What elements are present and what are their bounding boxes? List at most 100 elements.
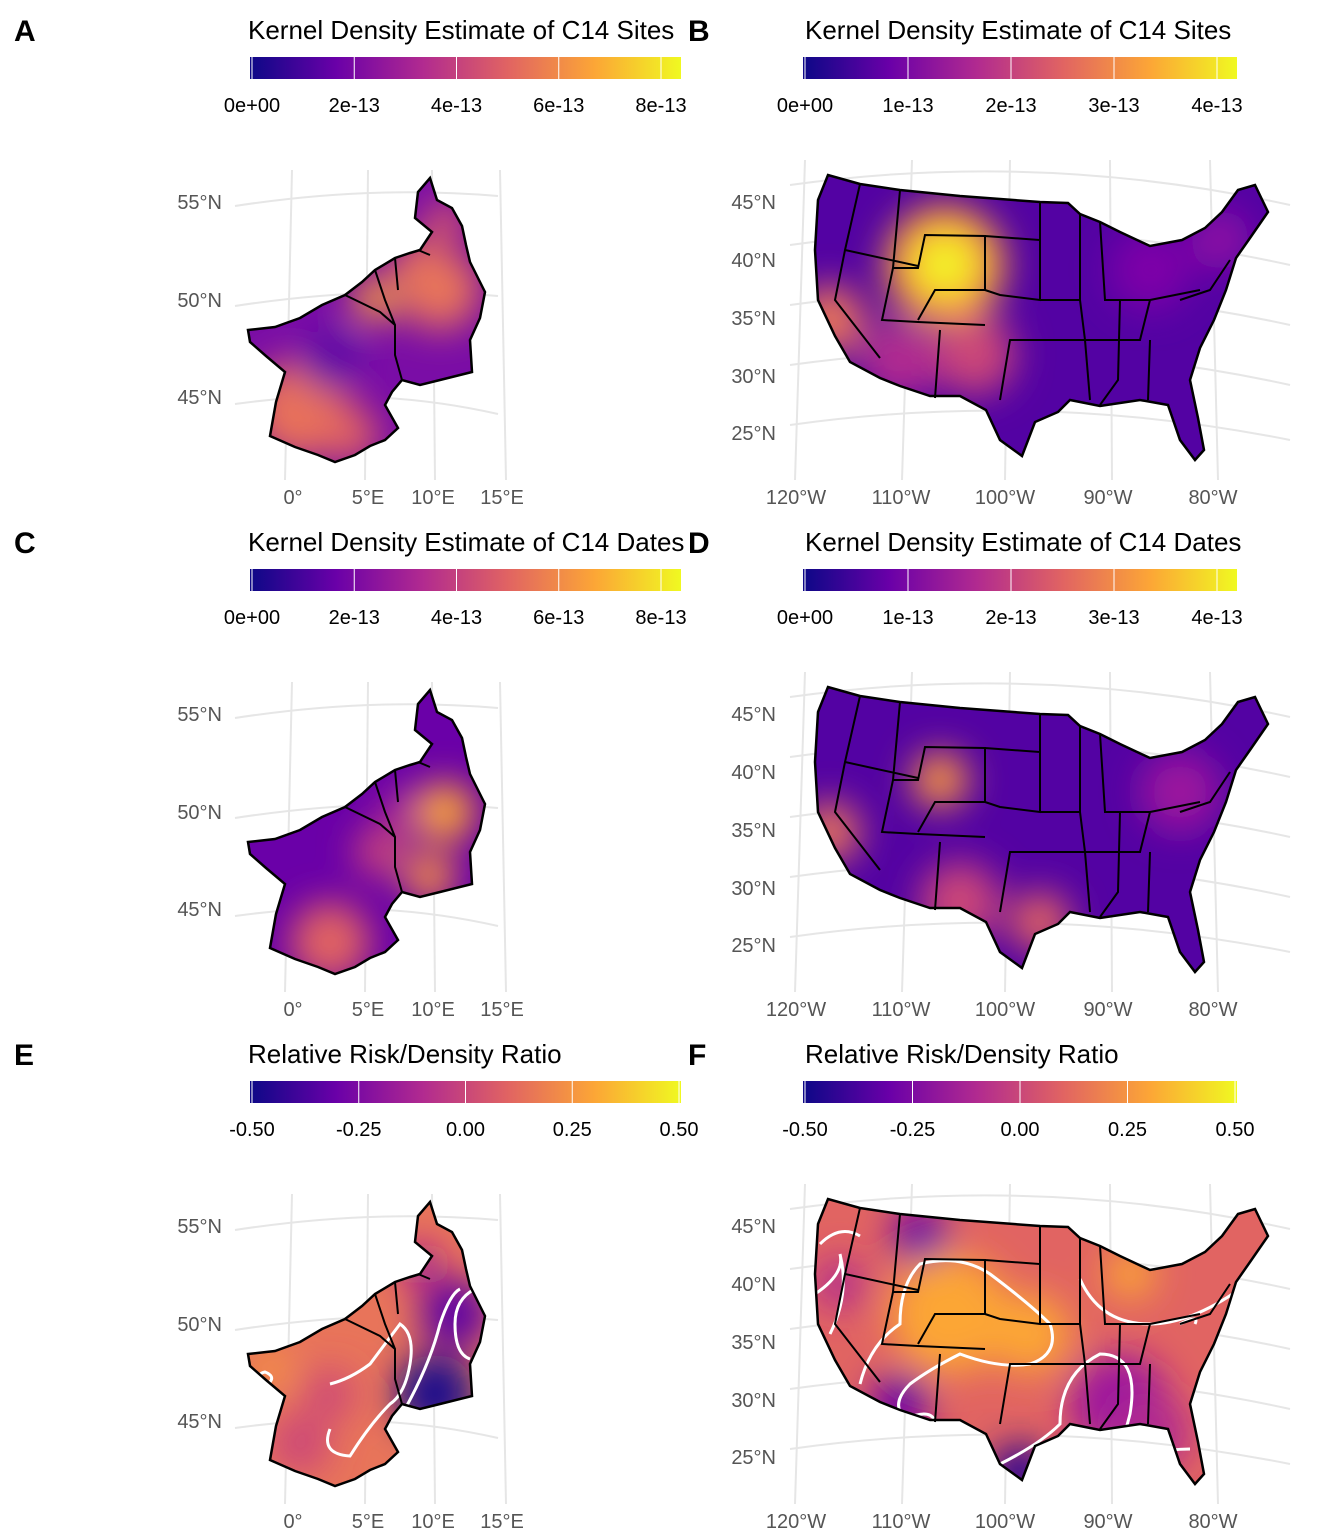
graticule: [234, 703, 499, 719]
colorbar-tick-label: 3e-13: [1088, 607, 1139, 629]
colorbar-tick-label: 2e-13: [329, 95, 380, 117]
borders: [344, 249, 431, 381]
density-blob: [1190, 210, 1250, 270]
lon-label: 0°: [283, 1511, 302, 1533]
density-blob: [290, 902, 370, 974]
colorbar-tick-label: 0.50: [660, 1119, 699, 1141]
density-blob: [415, 782, 475, 842]
lon-label: 80°W: [1188, 999, 1237, 1021]
lat-label: 30°N: [731, 366, 776, 388]
density-field: [248, 1202, 485, 1486]
density-blob: [920, 862, 1000, 942]
colorbar-tick-label: 8e-13: [635, 607, 686, 629]
panel-label: C: [14, 527, 36, 560]
outline: [246, 175, 487, 464]
colorbar-tick-label: 8e-13: [635, 95, 686, 117]
colorbar-tick-label: 6e-13: [533, 95, 584, 117]
graticule: [234, 191, 499, 207]
panel: C Kernel Density Estimate of C14 Dates 0e+…: [14, 527, 687, 1021]
lat-label: 55°N: [177, 1216, 222, 1238]
colorbar-tick-label: -0.50: [229, 1119, 275, 1141]
colorbar: [803, 57, 1237, 79]
density-blob: [815, 285, 865, 355]
lat-label: 55°N: [177, 704, 222, 726]
lon-label: 15°E: [480, 999, 524, 1021]
density-blob: [300, 330, 360, 390]
lon-label: 80°W: [1188, 1511, 1237, 1533]
density-blob: [1140, 752, 1220, 832]
colorbar-tick-label: 0.25: [553, 1119, 592, 1141]
graticule: [499, 681, 507, 993]
lon-label: 120°W: [766, 999, 826, 1021]
colorbar-tick-label: -0.50: [782, 1119, 828, 1141]
colorbar-tick-label: 2e-13: [985, 95, 1036, 117]
lon-label: 90°W: [1083, 999, 1132, 1021]
lat-label: 40°N: [731, 1274, 776, 1296]
lon-label: 100°W: [975, 487, 1035, 509]
colorbar-tick-label: 1e-13: [882, 95, 933, 117]
lon-label: 5°E: [352, 1511, 384, 1533]
lon-label: 15°E: [480, 487, 524, 509]
lon-label: 10°E: [411, 1511, 455, 1533]
lon-label: 5°E: [352, 487, 384, 509]
density-field: [248, 178, 485, 462]
borders: [833, 695, 1231, 918]
colorbar-title: Relative Risk/Density Ratio: [805, 1039, 1119, 1069]
colorbar-tick-label: 0.25: [1108, 1119, 1147, 1141]
colorbar-tick-label: 3e-13: [1088, 95, 1139, 117]
lat-label: 30°N: [731, 878, 776, 900]
lat-label: 50°N: [177, 802, 222, 824]
graticule: [794, 1183, 806, 1505]
outline: [813, 173, 1270, 462]
lon-label: 0°: [283, 999, 302, 1021]
colorbar-tick-label: 2e-13: [329, 607, 380, 629]
lat-label: 45°N: [731, 192, 776, 214]
density-blob: [912, 752, 968, 808]
outline: [246, 687, 487, 976]
colorbar-title: Kernel Density Estimate of C14 Sites: [805, 15, 1231, 45]
graticule: [794, 159, 806, 481]
lon-label: 0°: [283, 487, 302, 509]
lon-label: 90°W: [1083, 487, 1132, 509]
lat-label: 45°N: [177, 899, 222, 921]
colorbar-tick-label: 0.00: [1001, 1119, 1040, 1141]
lon-label: 10°E: [411, 999, 455, 1021]
colorbar-tick-label: -0.25: [890, 1119, 936, 1141]
panel-label: B: [688, 15, 710, 48]
panel-label: D: [688, 527, 710, 560]
colorbar-tick-label: 4e-13: [1191, 95, 1242, 117]
colorbar-tick-label: 6e-13: [533, 607, 584, 629]
lon-label: 110°W: [872, 1511, 931, 1533]
colorbar-tick-label: 2e-13: [985, 607, 1036, 629]
borders: [344, 1273, 431, 1405]
panel: D Kernel Density Estimate of C14 Dates 0e+…: [688, 527, 1291, 1021]
lat-label: 25°N: [731, 935, 776, 957]
lat-label: 40°N: [731, 250, 776, 272]
lat-label: 50°N: [177, 1314, 222, 1336]
lat-label: 35°N: [731, 308, 776, 330]
graticule: [234, 1215, 499, 1231]
colorbar-title: Kernel Density Estimate of C14 Sites: [248, 15, 674, 45]
density-blob: [860, 320, 940, 400]
density-blob: [322, 407, 378, 462]
borders: [344, 761, 431, 893]
colorbar-tick-label: 0.00: [446, 1119, 485, 1141]
lon-label: 80°W: [1188, 487, 1237, 509]
graticule: [794, 671, 806, 993]
borders: [833, 183, 1231, 406]
density-blob: [990, 1294, 1070, 1374]
colorbar-title: Relative Risk/Density Ratio: [248, 1039, 562, 1069]
lon-label: 100°W: [975, 1511, 1035, 1533]
lon-label: 90°W: [1083, 1511, 1132, 1533]
panel: E Relative Risk/Density Ratio -0.50 -0.25 0.…: [14, 1039, 698, 1533]
graticule: [789, 682, 1291, 718]
colorbar: [803, 569, 1237, 591]
density-blob: [405, 852, 455, 902]
panel: A Kernel Density Estimate of C14 Sites 0e+…: [14, 15, 687, 509]
colorbar-tick-label: 0e+00: [777, 95, 833, 117]
density-blob: [917, 237, 973, 293]
graticule: [789, 1194, 1291, 1230]
density-blobs: [815, 752, 1220, 952]
